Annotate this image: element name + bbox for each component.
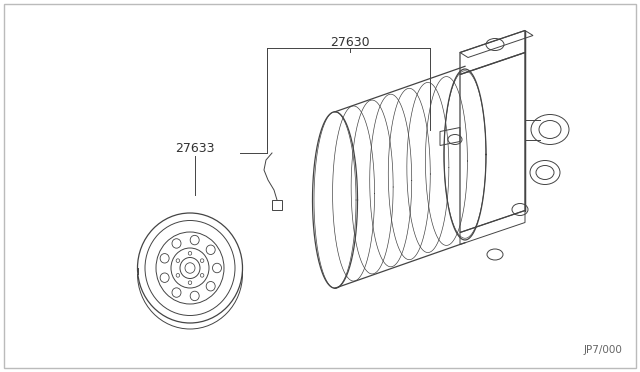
Text: 27633: 27633 bbox=[175, 141, 215, 154]
Text: 27630: 27630 bbox=[330, 35, 370, 48]
Text: JP7/000: JP7/000 bbox=[583, 345, 622, 355]
